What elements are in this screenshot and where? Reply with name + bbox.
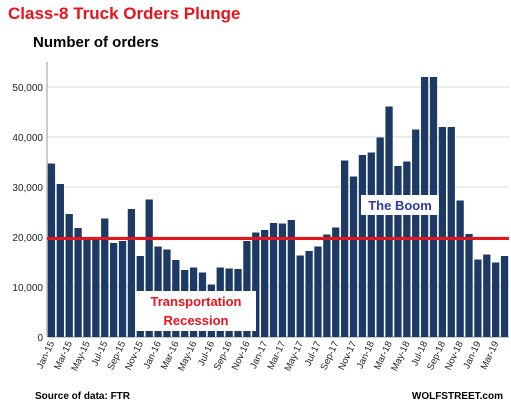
bar-Mar-18 — [385, 106, 393, 337]
bar-Jul-17 — [314, 246, 322, 337]
bar-Sep-15 — [118, 241, 127, 337]
chart-title: Class-8 Truck Orders Plunge — [8, 4, 241, 23]
bar-Sep-17 — [332, 227, 340, 337]
bar-Feb-15 — [56, 184, 64, 337]
bar-Oct-15 — [127, 209, 136, 337]
boom-label-bg — [361, 195, 439, 215]
y-tick-label: 30,000 — [12, 183, 43, 194]
bar-May-17 — [296, 255, 304, 337]
bar-Jan-17 — [261, 230, 269, 337]
y-tick-label: 20,000 — [12, 233, 43, 244]
bar-Oct-18 — [447, 127, 455, 337]
brand-label: WOLFSTREET.com — [411, 391, 503, 402]
chart-subtitle: Number of orders — [33, 34, 159, 51]
y-tick-label: 50,000 — [12, 83, 43, 94]
bar-Jan-19 — [474, 259, 482, 337]
bar-Sep-18 — [438, 127, 447, 337]
y-tick-label: 10,000 — [12, 283, 43, 294]
bar-Jun-17 — [305, 251, 313, 337]
bar-Jan-15 — [47, 163, 56, 337]
bar-Dec-16 — [252, 232, 260, 337]
bar-May-18 — [403, 161, 411, 337]
bar-Aug-15 — [109, 243, 118, 337]
bar-Mar-19 — [492, 262, 500, 337]
bar-Dec-15 — [145, 199, 153, 337]
source-note: Source of data: FTR — [35, 391, 131, 402]
boom-label: The Boom — [368, 198, 432, 213]
bar-Jul-15 — [101, 218, 109, 337]
recession-label-bg — [136, 291, 256, 331]
bar-Oct-17 — [340, 160, 349, 337]
bar-Apr-17 — [287, 220, 295, 337]
bar-Jun-18 — [412, 129, 420, 337]
bar-Jan-18 — [367, 152, 375, 337]
bar-Jun-15 — [92, 238, 100, 337]
bar-Feb-17 — [269, 223, 278, 337]
bar-Apr-19 — [500, 256, 509, 337]
bar-Nov-17 — [349, 176, 358, 337]
bar-Nov-18 — [456, 200, 464, 337]
bar-Mar-17 — [278, 223, 287, 337]
bar-Apr-15 — [74, 228, 82, 337]
y-tick-label: 0 — [37, 333, 43, 344]
bar-Nov-16 — [243, 241, 251, 337]
recession-label-line1: Transportation — [150, 294, 241, 309]
bar-Dec-18 — [465, 234, 473, 337]
bar-Apr-18 — [394, 166, 402, 337]
bar-Dec-17 — [358, 155, 367, 337]
bar-Mar-15 — [65, 214, 73, 337]
y-tick-label: 40,000 — [12, 133, 43, 144]
bar-Feb-19 — [483, 254, 491, 337]
bar-May-15 — [83, 237, 91, 337]
recession-label-line2: Recession — [163, 313, 228, 328]
bar-Aug-17 — [323, 234, 331, 337]
